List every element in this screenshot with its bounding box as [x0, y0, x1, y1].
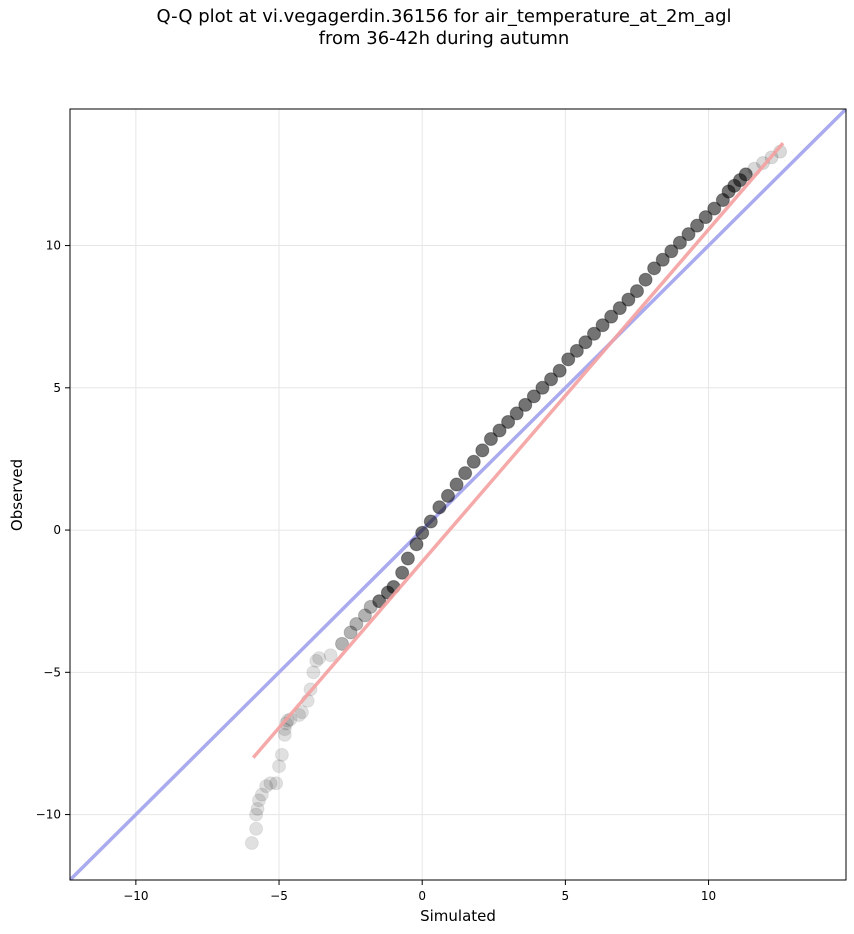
- data-point: [249, 807, 264, 822]
- plot-frame: [69, 108, 847, 881]
- data-point: [432, 500, 447, 515]
- data-point: [738, 167, 753, 182]
- axis-ticks: −10 −5 0 5 10 −10 −5 0 5 10: [36, 239, 717, 903]
- y-axis-label: Observed: [8, 459, 26, 531]
- data-point: [409, 537, 424, 552]
- data-point: [292, 707, 307, 722]
- x-tick-label: 0: [418, 889, 426, 903]
- data-point: [357, 608, 372, 623]
- data-point: [395, 565, 410, 580]
- data-point: [587, 326, 602, 341]
- data-point: [638, 272, 653, 287]
- data-point: [604, 309, 619, 324]
- data-point: [595, 318, 610, 333]
- data-point: [415, 525, 430, 540]
- data-point: [483, 432, 498, 447]
- data-point: [249, 821, 264, 836]
- chart-title: Q-Q plot at vi.vegagerdin.36156 for air_…: [0, 6, 854, 50]
- data-point: [544, 372, 559, 387]
- data-point: [698, 210, 713, 225]
- data-point: [690, 218, 705, 233]
- y-tick-label: 0: [53, 523, 61, 537]
- x-tick-label: −5: [270, 889, 288, 903]
- data-point: [561, 352, 576, 367]
- data-point: [309, 653, 324, 668]
- data-point: [707, 201, 722, 216]
- x-tick-label: 10: [701, 889, 716, 903]
- data-point: [509, 406, 524, 421]
- data-point: [263, 776, 278, 791]
- data-point: [492, 423, 507, 438]
- data-point: [343, 625, 358, 640]
- reference-line: [70, 109, 846, 880]
- data-point: [250, 801, 265, 816]
- data-point: [466, 454, 481, 469]
- data-point: [755, 156, 770, 171]
- data-point: [272, 759, 287, 774]
- x-tick-label: 5: [562, 889, 570, 903]
- data-point: [423, 514, 438, 529]
- data-point: [621, 292, 636, 307]
- data-point: [294, 705, 309, 720]
- data-point: [259, 779, 274, 794]
- grid: [70, 109, 846, 880]
- x-tick-label: −10: [123, 889, 148, 903]
- chart-title-line2: from 36-42h during autumn: [318, 28, 570, 49]
- data-point: [349, 616, 364, 631]
- data-point: [440, 488, 455, 503]
- data-point: [569, 343, 584, 358]
- data-point: [372, 594, 387, 609]
- data-point: [535, 380, 550, 395]
- data-point: [647, 261, 662, 276]
- data-point: [655, 252, 670, 267]
- data-point: [664, 244, 679, 259]
- data-point: [335, 636, 350, 651]
- data-point: [612, 301, 627, 316]
- data-point: [681, 227, 696, 242]
- data-point: [629, 284, 644, 299]
- plot-series: [70, 109, 846, 880]
- y-tick-label: 10: [46, 239, 61, 253]
- data-point: [312, 651, 327, 666]
- x-axis-label: Simulated: [420, 907, 496, 925]
- data-point: [458, 466, 473, 481]
- data-point: [518, 397, 533, 412]
- chart-title-line1: Q-Q plot at vi.vegagerdin.36156 for air_…: [156, 6, 732, 27]
- data-point: [274, 747, 289, 762]
- y-tick-label: −10: [36, 808, 61, 822]
- data-point: [475, 443, 490, 458]
- y-tick-label: −5: [43, 665, 61, 679]
- data-point: [400, 551, 415, 566]
- data-point: [306, 665, 321, 680]
- fit-line: [251, 141, 785, 759]
- y-tick-label: 5: [53, 381, 61, 395]
- data-point: [578, 335, 593, 350]
- data-point: [244, 836, 259, 851]
- data-point: [269, 776, 284, 791]
- data-point: [501, 414, 516, 429]
- data-point: [251, 793, 266, 808]
- data-point: [526, 389, 541, 404]
- data-point: [672, 235, 687, 250]
- data-point: [277, 727, 292, 742]
- data-point: [449, 477, 464, 492]
- data-point: [254, 787, 269, 802]
- data-point: [323, 648, 338, 663]
- data-point: [552, 363, 567, 378]
